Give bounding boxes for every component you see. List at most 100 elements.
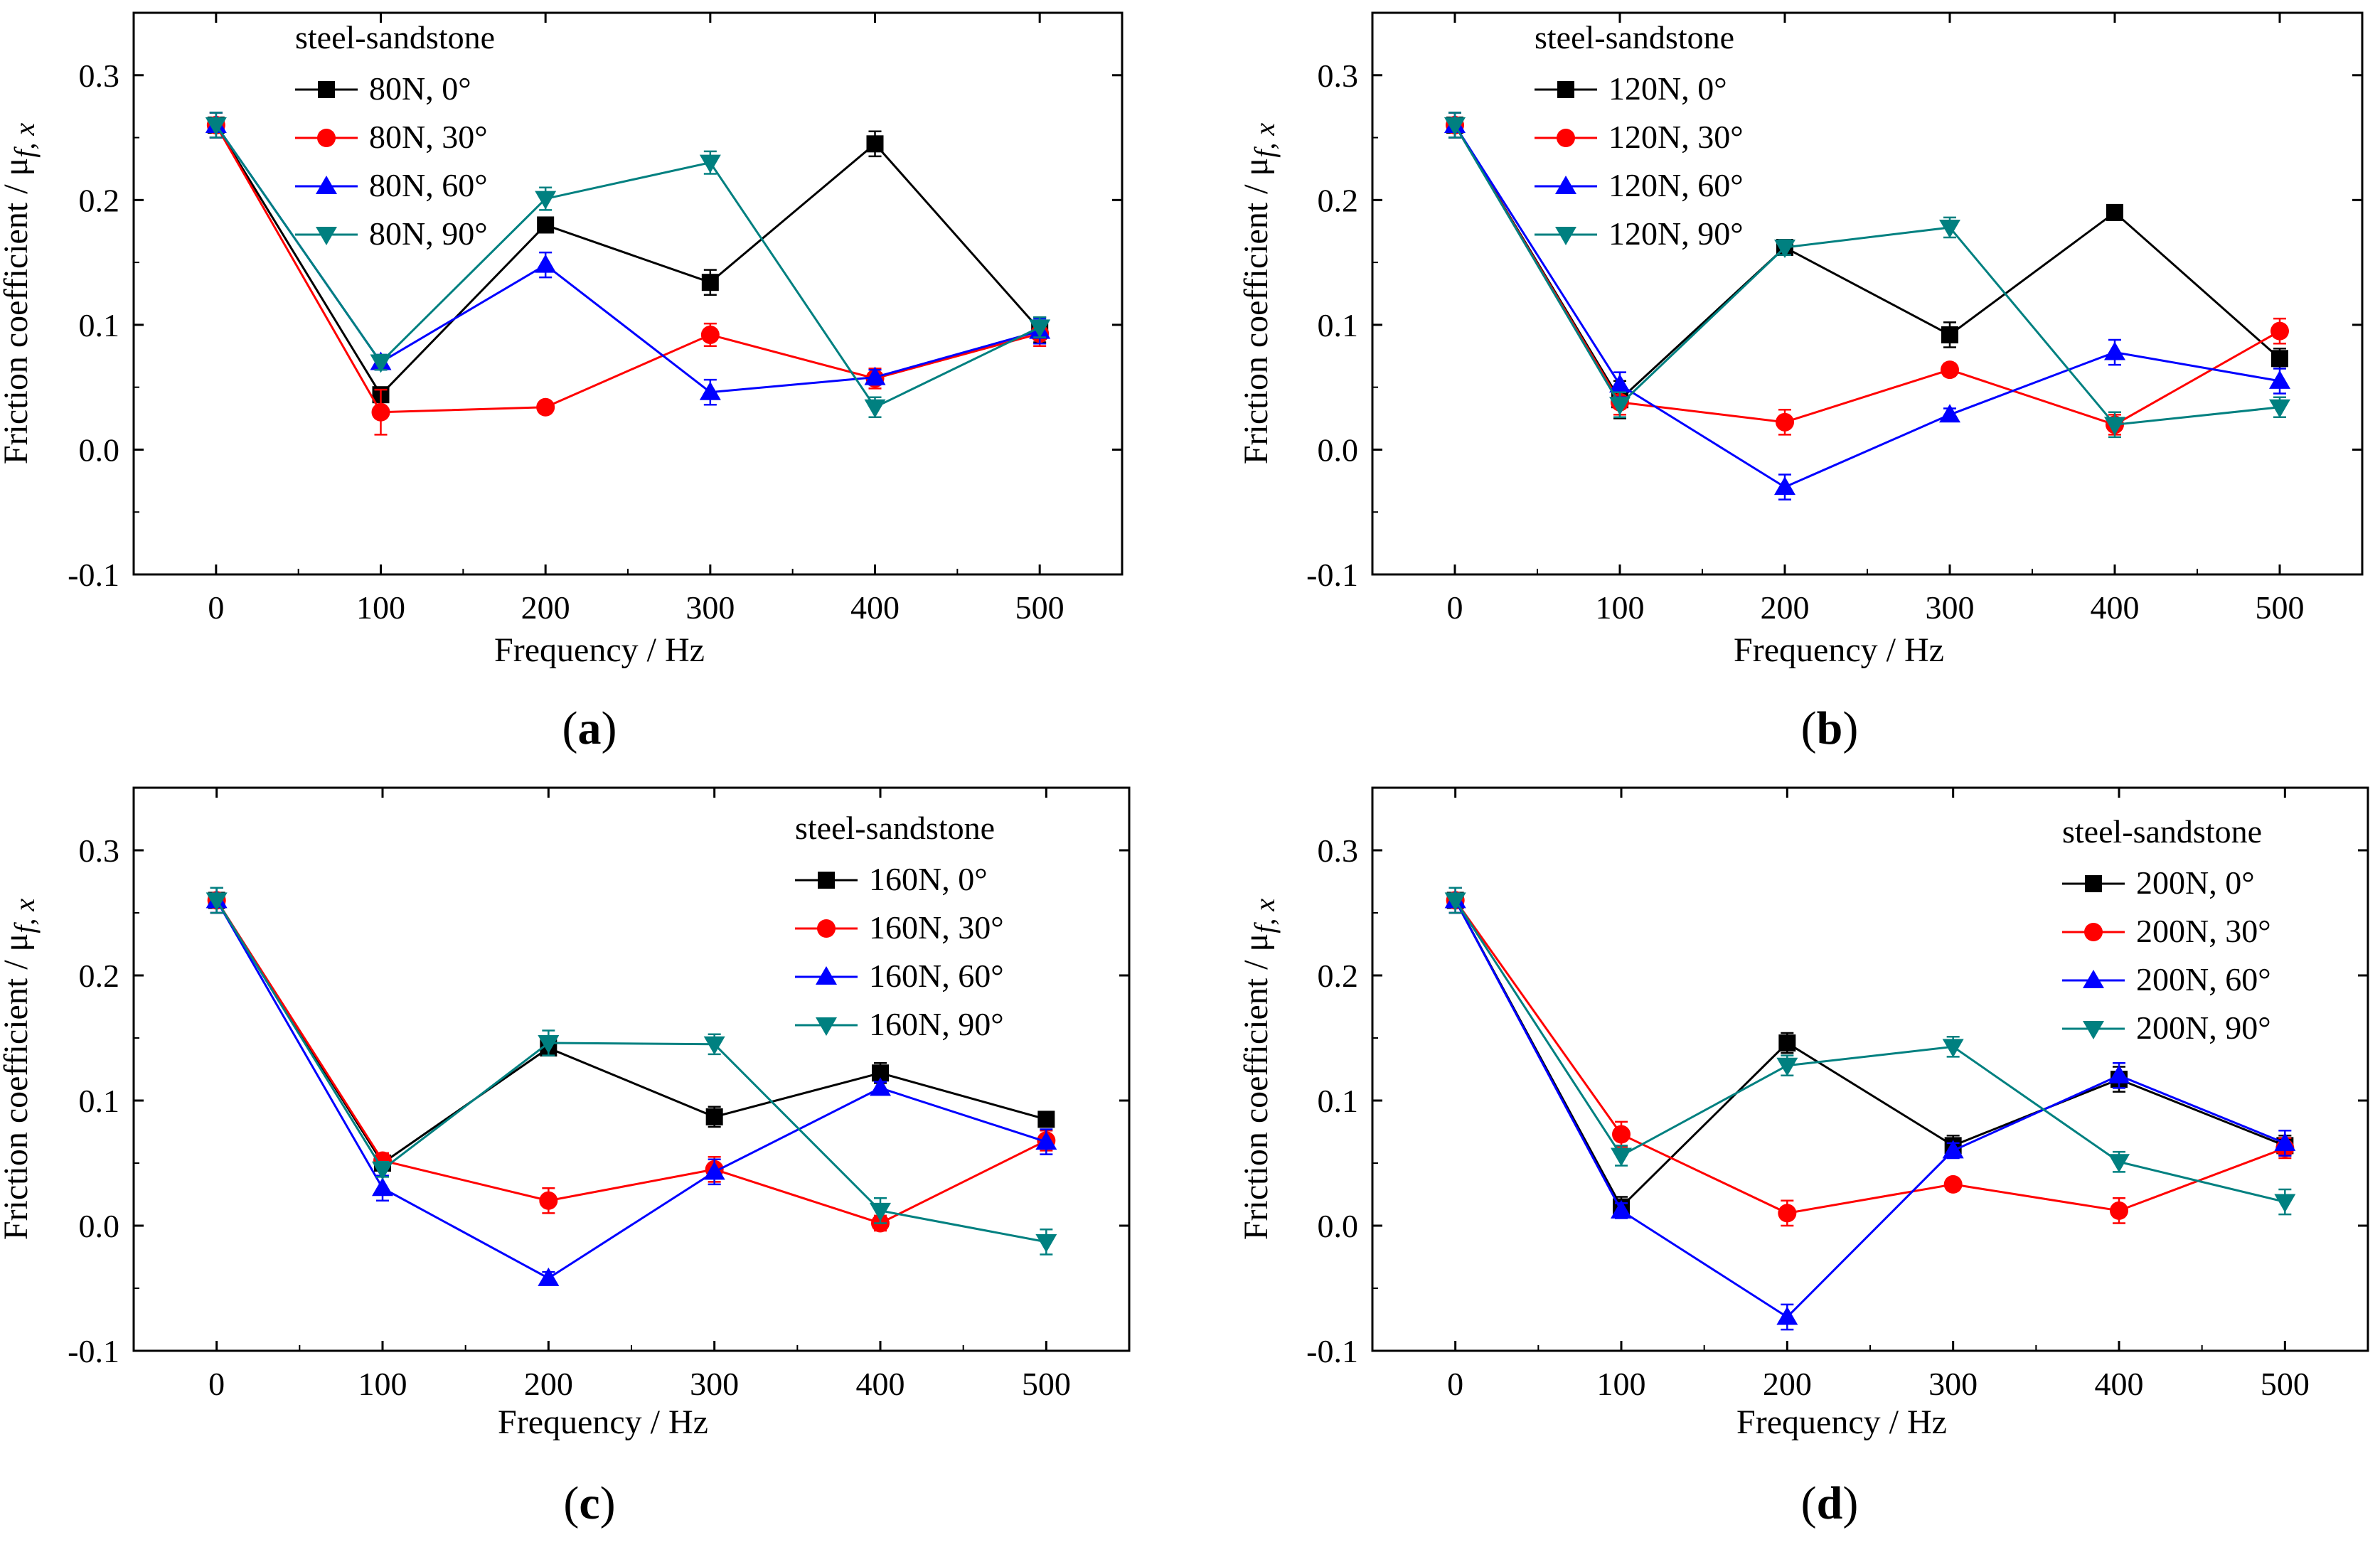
legend: steel-sandstone 80N, 0° 80N, 30° 80N, 60° 80…	[295, 19, 495, 252]
data-point	[1035, 1233, 1057, 1253]
y-tick-label: 0.2	[79, 958, 120, 994]
y-tick-label: 0.2	[79, 182, 120, 218]
data-point	[2106, 203, 2123, 221]
data-point	[699, 154, 721, 173]
legend-marker	[1555, 227, 1576, 245]
y-tick-label: 0.1	[1318, 307, 1359, 343]
y-tick-label: 0.3	[1318, 833, 1359, 869]
data-point	[370, 354, 392, 373]
panel-c: 0 100 200 300 400 500 -0.1 0.0 0.1 0.2 0.3 Frequenc…	[0, 786, 1131, 1529]
x-tick-label: 500	[2261, 1366, 2310, 1402]
series-line	[215, 899, 1047, 1280]
data-point	[372, 1161, 393, 1180]
series-line	[1454, 899, 2285, 1209]
data-point	[1774, 240, 1795, 259]
data-point	[539, 1191, 558, 1210]
data-point	[700, 325, 720, 344]
data-point	[2274, 1132, 2296, 1151]
data-point	[538, 1267, 560, 1286]
series-60deg	[206, 887, 1057, 1286]
panel-label: (d)	[1801, 1477, 1859, 1529]
data-point	[538, 1035, 560, 1054]
x-tick-label: 200	[524, 1366, 573, 1402]
x-axis-label: Frequency / Hz	[1734, 631, 1944, 669]
y-tick-label: 0.3	[79, 833, 120, 869]
data-point	[1444, 117, 1466, 136]
x-tick-label: 300	[1928, 1366, 1978, 1402]
legend-title: steel-sandstone	[795, 810, 995, 846]
y-tick-label: 0.1	[1318, 1083, 1359, 1119]
legend-marker	[1555, 176, 1576, 194]
x-tick-label: 300	[1926, 589, 1975, 626]
series-90deg	[1444, 887, 2296, 1216]
legend-title: steel-sandstone	[295, 19, 495, 55]
y-tick-label: 0.0	[79, 1208, 120, 1244]
legend-marker	[2084, 923, 2103, 941]
series-line	[1454, 899, 2285, 1214]
x-tick-label: 0	[1447, 1366, 1463, 1402]
y-axis-label: Friction coefficient / μf, x	[0, 123, 41, 465]
series-line	[1454, 899, 2285, 1204]
y-tick-label: -0.1	[68, 557, 119, 593]
data-point	[2269, 399, 2290, 418]
y-tick-label: 0.0	[79, 432, 120, 468]
series-line	[215, 899, 1047, 1165]
x-tick-label: 400	[2091, 589, 2140, 626]
data-point	[864, 366, 886, 385]
legend: steel-sandstone 120N, 0° 120N, 30° 120N, 60…	[1535, 19, 1744, 252]
legend-marker	[2083, 1021, 2104, 1039]
data-point	[2108, 1064, 2130, 1083]
x-tick-label: 500	[2256, 589, 2305, 626]
legend-marker	[316, 176, 337, 194]
x-tick-label: 400	[2095, 1366, 2144, 1402]
legend-entry: 120N, 0°	[1608, 70, 1727, 107]
series-line	[215, 124, 1040, 409]
panel-label: (a)	[562, 702, 617, 754]
data-point	[1609, 374, 1631, 393]
series-line	[215, 124, 1041, 397]
series-90deg	[1444, 112, 2290, 439]
x-tick-label: 500	[1015, 589, 1064, 626]
legend-entry: 160N, 90°	[869, 1006, 1004, 1042]
panel-b: 0 100 200 300 400 500 -0.1 0.0 0.1 0.2 0.3 Frequenc…	[1237, 11, 2364, 754]
y-tick-label: 0.1	[79, 307, 120, 343]
data-point	[2270, 321, 2289, 341]
x-tick-label: 200	[1761, 589, 1810, 626]
data-point	[1612, 1125, 1631, 1144]
legend-entry: 200N, 0°	[2136, 865, 2255, 901]
data-point	[371, 402, 390, 422]
data-point	[537, 216, 555, 234]
data-point	[1444, 892, 1466, 911]
legend-entry: 120N, 60°	[1608, 167, 1744, 203]
legend-entry: 80N, 30°	[369, 119, 488, 155]
data-point	[1609, 397, 1631, 416]
legend-entry: 80N, 60°	[369, 167, 488, 203]
data-point	[1778, 1204, 1797, 1223]
data-point	[870, 1202, 891, 1221]
legend-marker	[818, 872, 835, 889]
legend-entry: 160N, 0°	[869, 861, 988, 897]
legend-marker	[2085, 875, 2102, 892]
data-point	[1778, 1034, 1796, 1052]
data-point	[535, 191, 557, 210]
legend-entry: 200N, 30°	[2136, 913, 2271, 949]
data-point	[1939, 219, 1960, 238]
data-point	[701, 274, 719, 291]
data-point	[1941, 360, 1959, 380]
series-line	[215, 899, 1047, 1243]
data-point	[864, 399, 886, 418]
panel-d: 0 100 200 300 400 500 -0.1 0.0 0.1 0.2 0.3 Frequenc…	[1237, 786, 2369, 1529]
data-point	[205, 117, 227, 136]
data-point	[1029, 319, 1051, 338]
legend-marker	[1557, 129, 1575, 147]
legend-marker	[816, 1017, 837, 1036]
data-point	[699, 381, 721, 400]
data-point	[1035, 1131, 1057, 1150]
y-tick-label: -0.1	[68, 1333, 119, 1369]
x-tick-label: 300	[685, 589, 735, 626]
data-point	[2110, 1201, 2128, 1220]
data-point	[1942, 1039, 1964, 1058]
x-axis-label: Frequency / Hz	[1736, 1403, 1947, 1441]
series-line	[1453, 124, 2280, 426]
